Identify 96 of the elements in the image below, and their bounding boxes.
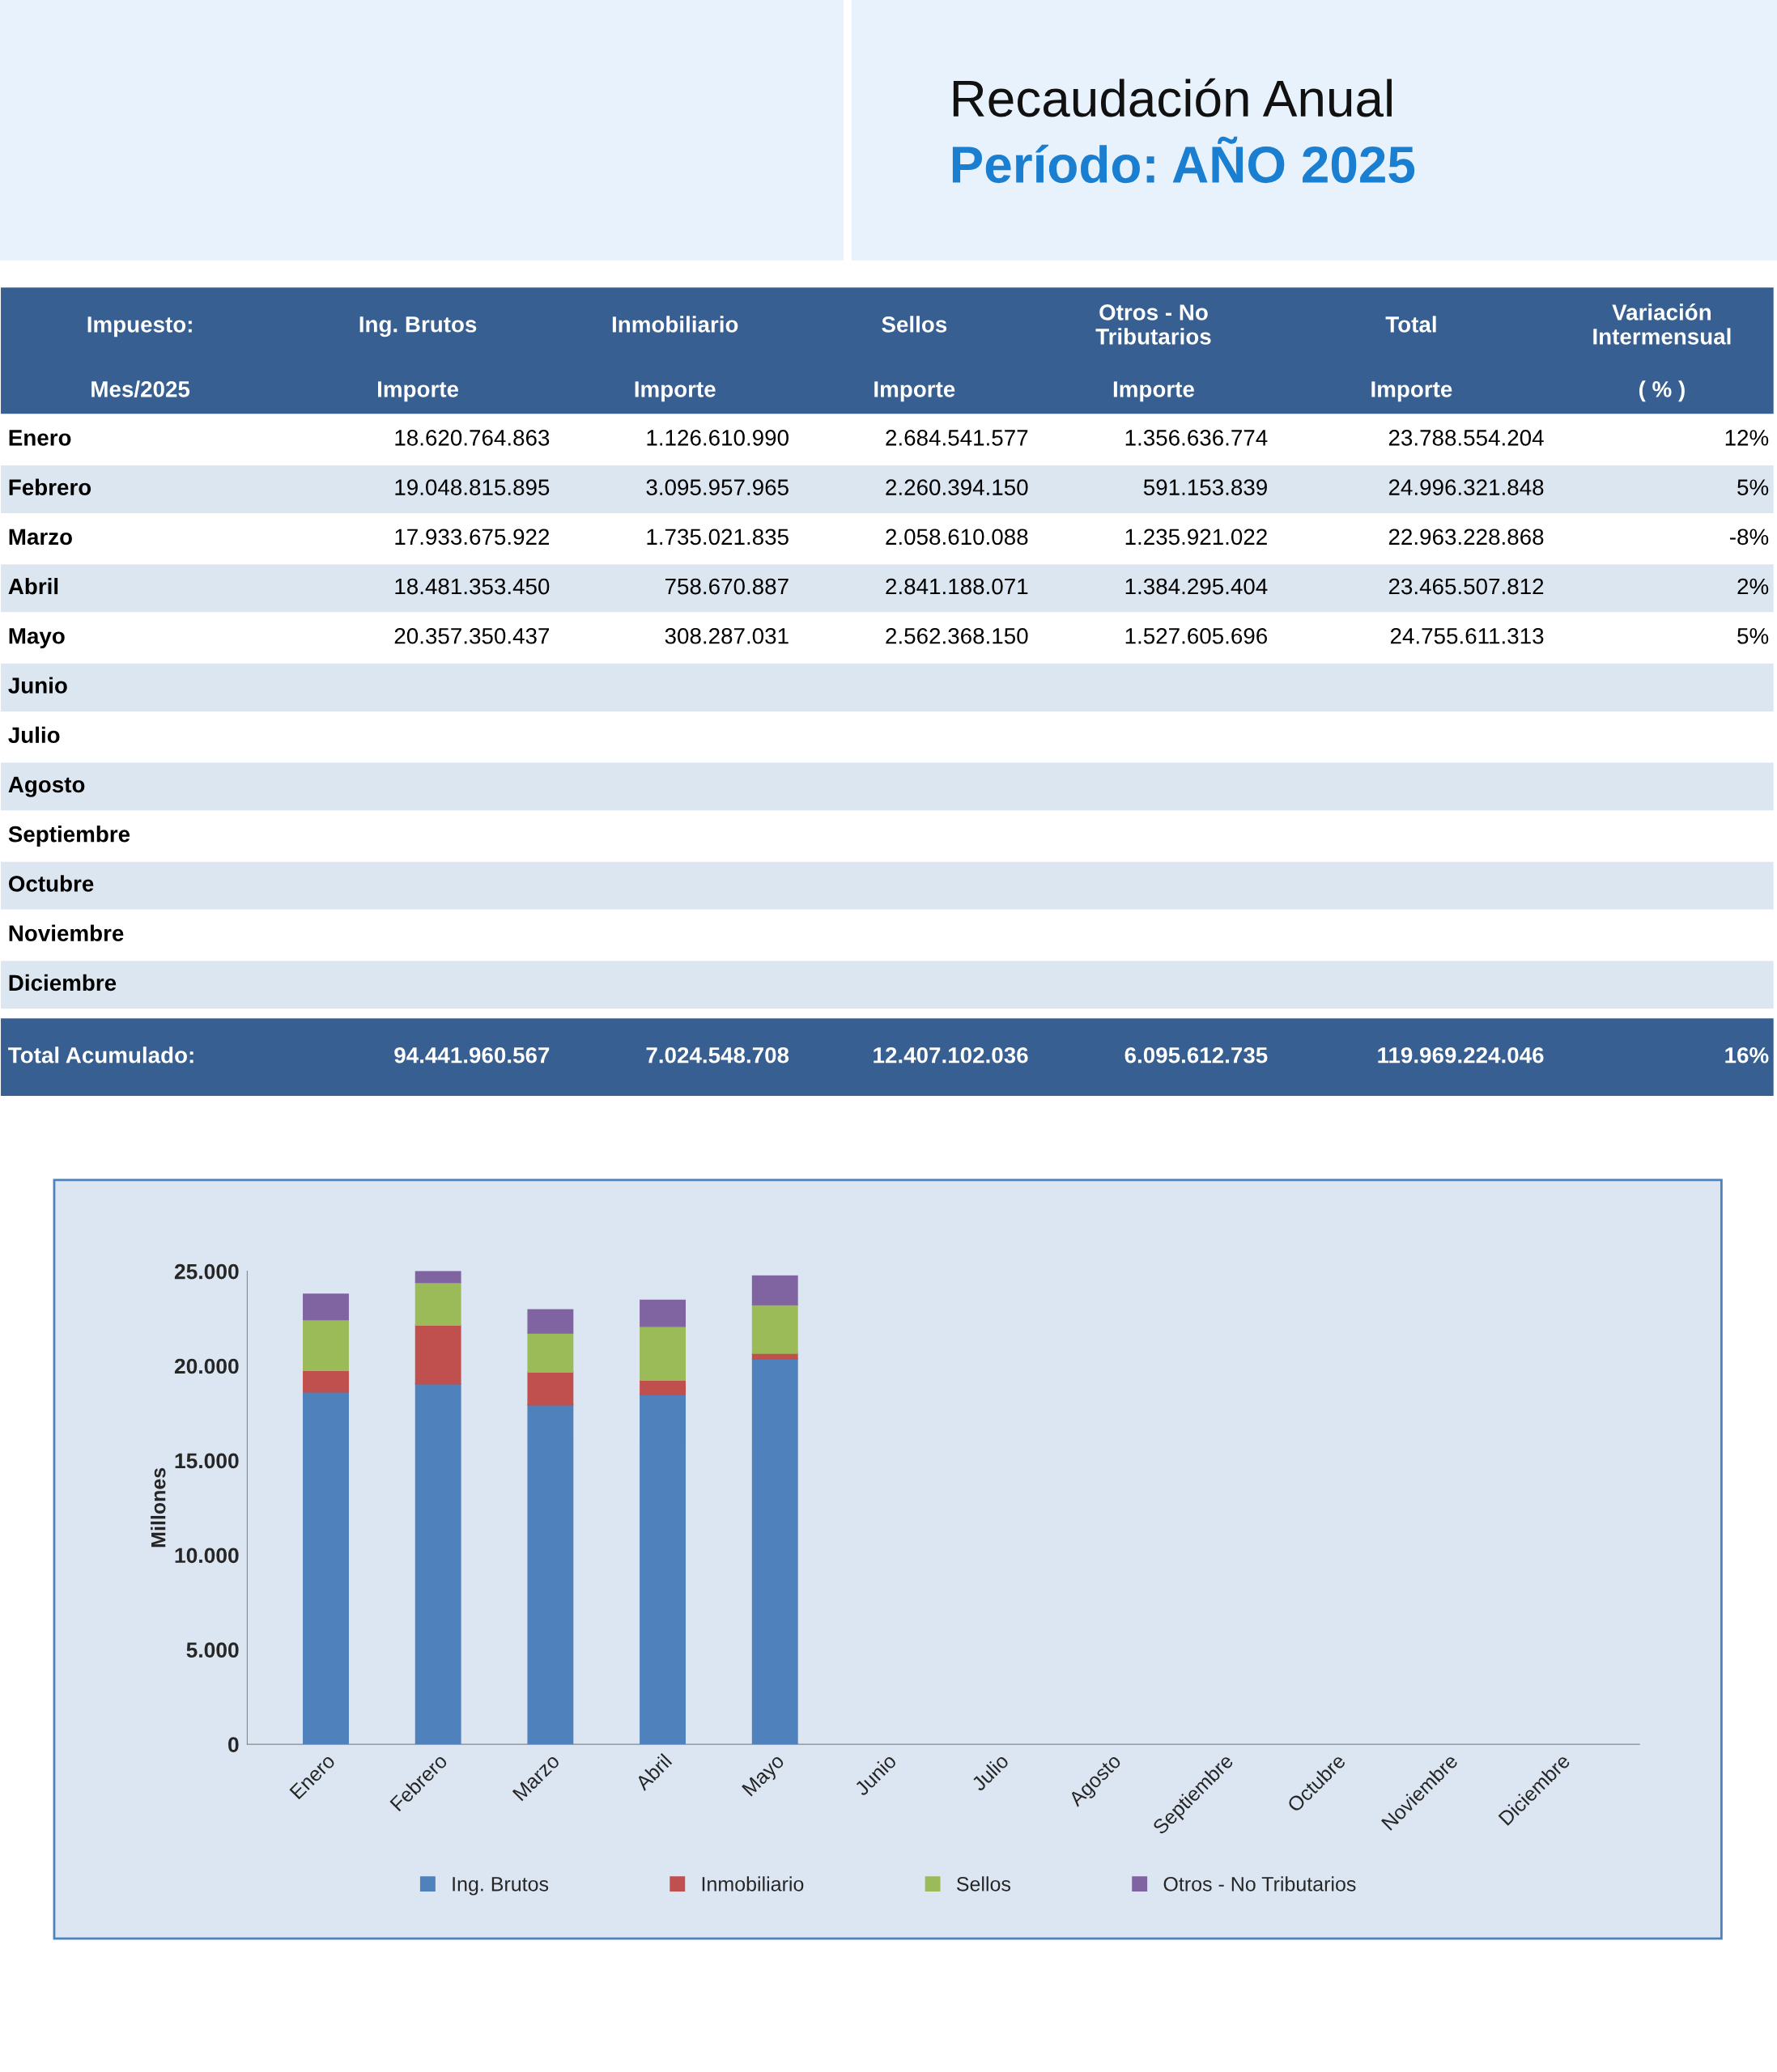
text: 1.235.921.022 (1125, 529, 1267, 546)
text: 16% (1725, 1047, 1769, 1064)
category-label: Julio (8, 726, 60, 744)
text: 2.684.541.577 (886, 430, 1028, 446)
text: 1.126.610.990 (647, 430, 789, 446)
text: 2% (1737, 578, 1769, 595)
text: Impuesto: (87, 316, 192, 338)
text: 591.153.839 (1143, 479, 1267, 495)
text: Inmobiliario (612, 316, 738, 333)
bar (527, 1332, 574, 1373)
text: 19.048.815.895 (395, 479, 550, 495)
bar (527, 1404, 574, 1745)
bar (751, 1304, 798, 1354)
text: 2.562.368.150 (886, 627, 1028, 644)
category-label: Mayo (9, 628, 65, 649)
text: Importe (635, 381, 716, 402)
text: Recaudación Anual (953, 78, 1392, 117)
legend-label: Inmobiliario (702, 1876, 804, 1892)
text: 22.963.228.868 (1388, 529, 1544, 546)
bar (303, 1369, 349, 1393)
category-label: Abril (8, 577, 58, 595)
text: Otros - No Tributarios (1095, 304, 1211, 345)
text: 12.407.102.036 (874, 1047, 1028, 1064)
text: Importe (1371, 381, 1452, 402)
text: 24.996.321.848 (1388, 479, 1544, 495)
text: 1.735.021.835 (647, 529, 789, 546)
y-tick-label: 10.000 (175, 1548, 239, 1564)
x-tick-label: Julio (970, 1752, 1010, 1792)
category-label: Marzo (9, 529, 72, 546)
bar (303, 1318, 349, 1372)
category-label: Diciembre (9, 974, 117, 991)
text: 6.095.612.735 (1124, 1047, 1268, 1064)
text: 23.788.554.204 (1388, 430, 1544, 446)
bar (303, 1391, 349, 1745)
text: Total (1385, 316, 1436, 333)
bar (414, 1271, 461, 1284)
text: Período: AÑO 2025 (952, 136, 1415, 184)
text: 23.465.507.812 (1388, 578, 1544, 595)
text: Mes/2025 (91, 380, 190, 397)
y-tick-label: 15.000 (175, 1453, 239, 1469)
text: 7.024.548.708 (646, 1047, 789, 1064)
text: 308.287.031 (665, 627, 789, 644)
bar (303, 1293, 349, 1321)
text: Ing. Brutos (359, 316, 477, 338)
text: Importe (1113, 381, 1194, 402)
text: Total Acumulado: (8, 1047, 193, 1064)
text: Importe (378, 381, 459, 402)
text: 20.357.350.437 (394, 627, 550, 644)
text: 2.841.188.071 (886, 578, 1028, 595)
text: 1.356.636.774 (1125, 430, 1268, 446)
category-label: Agosto (8, 776, 85, 797)
bar (527, 1309, 574, 1334)
text: Importe (874, 381, 955, 402)
text: 12% (1725, 430, 1769, 446)
category-label: Septiembre (8, 826, 130, 847)
y-tick-label: 5.000 (186, 1642, 239, 1658)
text: 17.933.675.922 (395, 529, 550, 546)
legend-label: Otros - No Tributarios (1163, 1876, 1356, 1892)
text: 2.058.610.088 (886, 529, 1028, 546)
text: 24.755.611.313 (1390, 627, 1544, 644)
bar (414, 1281, 461, 1327)
bar (414, 1383, 461, 1745)
bar (640, 1326, 686, 1381)
text: 2.260.394.150 (886, 479, 1028, 495)
text: 18.481.353.450 (395, 578, 550, 595)
text: -8% (1730, 529, 1769, 546)
text: Sellos (882, 316, 947, 333)
bar (640, 1394, 686, 1745)
text: 94.441.960.567 (394, 1047, 550, 1064)
text: 5% (1737, 479, 1769, 495)
y-axis-title: Millones (151, 1467, 166, 1548)
text: Variación Intermensual (1593, 304, 1731, 345)
legend-label: Ing. Brutos (453, 1877, 549, 1896)
legend-label: Sellos (956, 1876, 1011, 1892)
bar (414, 1324, 461, 1385)
y-tick-label: 25.000 (174, 1263, 239, 1280)
bar (640, 1379, 686, 1395)
text: 5% (1737, 628, 1769, 644)
text: 18.620.764.863 (395, 430, 550, 446)
bar (751, 1358, 798, 1745)
text: 1.527.605.696 (1125, 627, 1268, 644)
bar (640, 1299, 686, 1327)
category-label: Febrero (9, 478, 91, 495)
category-label: Octubre (8, 875, 94, 892)
text: ( % ) (1639, 380, 1685, 402)
y-tick-label: 0 (228, 1737, 239, 1752)
category-label: Junio (8, 677, 67, 694)
text: 119.969.224.046 (1378, 1047, 1544, 1064)
text: 758.670.887 (665, 578, 789, 595)
category-label: Noviembre (9, 924, 124, 941)
bar (527, 1371, 574, 1406)
bar (751, 1275, 798, 1306)
category-label: Enero (9, 430, 71, 446)
text: 3.095.957.965 (646, 479, 789, 495)
text: 1.384.295.404 (1125, 578, 1268, 595)
y-tick-label: 20.000 (174, 1358, 239, 1374)
